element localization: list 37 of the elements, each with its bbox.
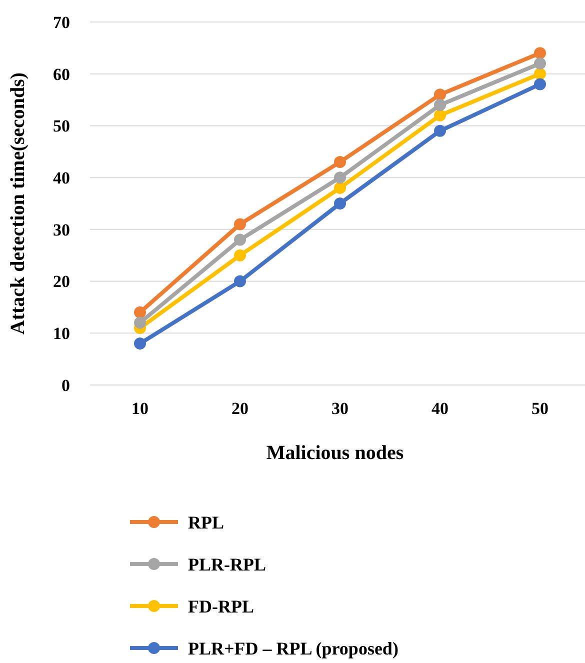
x-tick-label: 50 <box>532 399 548 418</box>
point <box>434 124 446 137</box>
legend-label: PLR-RPL <box>188 554 266 574</box>
y-tick-label: 20 <box>53 272 70 292</box>
y-tick-label: 0 <box>62 376 70 395</box>
legend-label: FD-RPL <box>188 596 254 616</box>
point <box>134 338 146 350</box>
y-tick-label: 70 <box>53 12 70 32</box>
y-axis-title: Attack detection time(seconds) <box>7 72 29 335</box>
point <box>434 88 446 101</box>
x-tick-label: 40 <box>432 399 448 418</box>
point <box>334 156 346 168</box>
point <box>234 275 246 288</box>
x-tick-label: 20 <box>232 399 248 418</box>
point <box>134 316 146 329</box>
point <box>334 182 346 194</box>
legend-label: PLR+FD – RPL (proposed) <box>188 638 398 658</box>
y-tick-label: 30 <box>53 220 70 240</box>
point <box>534 78 546 90</box>
y-tick-label: 60 <box>53 64 70 84</box>
point <box>334 198 346 210</box>
point <box>234 249 246 262</box>
x-tick-label: 10 <box>132 399 148 418</box>
y-tick-label: 50 <box>53 116 70 136</box>
x-tick-label: 30 <box>332 399 348 418</box>
y-tick-label: 40 <box>53 168 70 188</box>
point <box>534 47 546 60</box>
point <box>234 234 246 246</box>
point <box>234 218 246 230</box>
point <box>434 98 446 111</box>
point <box>434 109 446 122</box>
point <box>334 172 346 184</box>
legend-label: RPL <box>188 512 224 532</box>
y-tick-label: 10 <box>53 324 70 344</box>
point <box>534 57 546 70</box>
x-axis-title: Malicious nodes <box>266 442 404 464</box>
point <box>134 306 146 318</box>
